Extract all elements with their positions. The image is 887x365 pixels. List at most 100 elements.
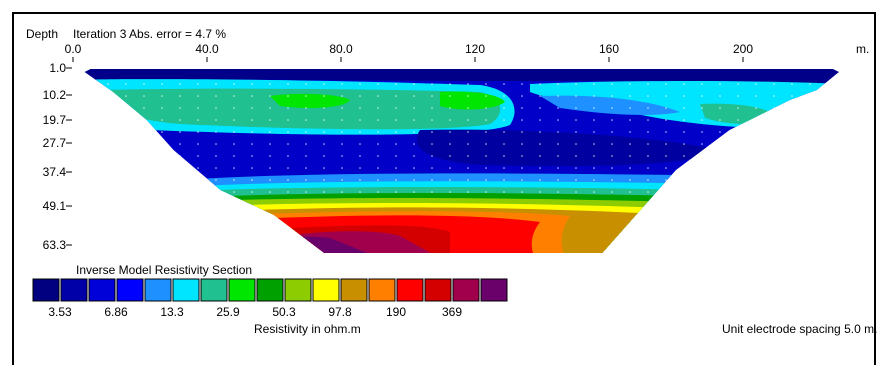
legend-swatch	[172, 278, 200, 302]
legend-value-label: 3.53	[48, 305, 72, 319]
grid-dot	[593, 155, 595, 157]
grid-dot	[395, 143, 397, 145]
grid-dot	[683, 95, 685, 97]
grid-dot	[755, 167, 757, 169]
grid-dot	[341, 167, 343, 169]
grid-dot	[557, 107, 559, 109]
legend-title: Inverse Model Resistivity Section	[76, 263, 252, 277]
grid-dot	[449, 131, 451, 133]
grid-dot	[179, 131, 181, 133]
grid-dot	[323, 83, 325, 85]
grid-dot	[125, 143, 127, 145]
grid-dot	[521, 143, 523, 145]
grid-dot	[197, 143, 199, 145]
section-dark-blue-core	[416, 129, 720, 167]
grid-dot	[233, 167, 235, 169]
grid-dot	[125, 155, 127, 157]
grid-dot	[845, 191, 847, 193]
grid-dot	[539, 83, 541, 85]
grid-dot	[539, 179, 541, 181]
legend-swatch	[340, 278, 368, 302]
grid-dot	[341, 179, 343, 181]
grid-dot	[125, 131, 127, 133]
grid-dot	[737, 119, 739, 121]
grid-dot	[647, 95, 649, 97]
legend-swatch	[88, 278, 116, 302]
grid-dot	[737, 155, 739, 157]
grid-dot	[161, 191, 163, 193]
grid-dot	[593, 131, 595, 133]
grid-dot	[377, 167, 379, 169]
chart-title: Iteration 3 Abs. error = 4.7 %	[73, 27, 226, 41]
grid-dot	[413, 131, 415, 133]
grid-dot	[305, 95, 307, 97]
grid-dot	[557, 95, 559, 97]
grid-dot	[647, 107, 649, 109]
grid-dot	[701, 131, 703, 133]
grid-dot	[791, 179, 793, 181]
grid-dot	[467, 143, 469, 145]
grid-dot	[503, 83, 505, 85]
grid-dot	[359, 155, 361, 157]
grid-dot	[413, 155, 415, 157]
grid-dot	[647, 179, 649, 181]
grid-dot	[215, 83, 217, 85]
grid-dot	[341, 107, 343, 109]
grid-dot	[809, 119, 811, 121]
grid-dot	[161, 119, 163, 121]
x-tick-label: 120	[465, 42, 485, 56]
grid-dot	[305, 131, 307, 133]
grid-dot	[305, 83, 307, 85]
grid-dot	[143, 107, 145, 109]
grid-dot	[251, 95, 253, 97]
grid-dot	[665, 95, 667, 97]
legend-swatch	[452, 278, 480, 302]
grid-dot	[269, 179, 271, 181]
grid-dot	[215, 131, 217, 133]
grid-dot	[449, 107, 451, 109]
grid-dot	[665, 167, 667, 169]
grid-dot	[233, 83, 235, 85]
grid-dot	[395, 95, 397, 97]
grid-dot	[359, 83, 361, 85]
grid-dot	[521, 155, 523, 157]
grid-dot	[701, 191, 703, 193]
grid-dot	[143, 167, 145, 169]
grid-dot	[251, 107, 253, 109]
grid-dot	[719, 155, 721, 157]
grid-dot	[233, 155, 235, 157]
section-center-bright-green-zone	[440, 91, 505, 110]
section-top-dark-band	[84, 69, 839, 84]
grid-dot	[809, 83, 811, 85]
grid-dot	[809, 131, 811, 133]
grid-dot	[845, 155, 847, 157]
grid-dot	[521, 107, 523, 109]
grid-dot	[719, 95, 721, 97]
grid-dot	[413, 95, 415, 97]
grid-dot	[179, 179, 181, 181]
grid-dot	[197, 191, 199, 193]
grid-dot	[485, 179, 487, 181]
grid-dot	[719, 131, 721, 133]
grid-dot	[665, 191, 667, 193]
grid-dot	[323, 179, 325, 181]
section-maroon-band	[84, 231, 440, 253]
x-tick-label: 40.0	[195, 42, 219, 56]
grid-dot	[107, 107, 109, 109]
grid-dot	[341, 143, 343, 145]
depth-tick-label: 19.7	[43, 113, 67, 127]
grid-dot	[359, 119, 361, 121]
grid-dot	[89, 191, 91, 193]
grid-dot	[323, 107, 325, 109]
legend-swatch	[284, 278, 312, 302]
grid-dot	[395, 119, 397, 121]
grid-dot	[161, 179, 163, 181]
grid-dot	[233, 179, 235, 181]
grid-dot	[629, 179, 631, 181]
grid-dot	[161, 107, 163, 109]
grid-dot	[215, 95, 217, 97]
grid-dot	[431, 119, 433, 121]
grid-dot	[233, 191, 235, 193]
grid-dot	[287, 179, 289, 181]
grid-dot	[503, 191, 505, 193]
